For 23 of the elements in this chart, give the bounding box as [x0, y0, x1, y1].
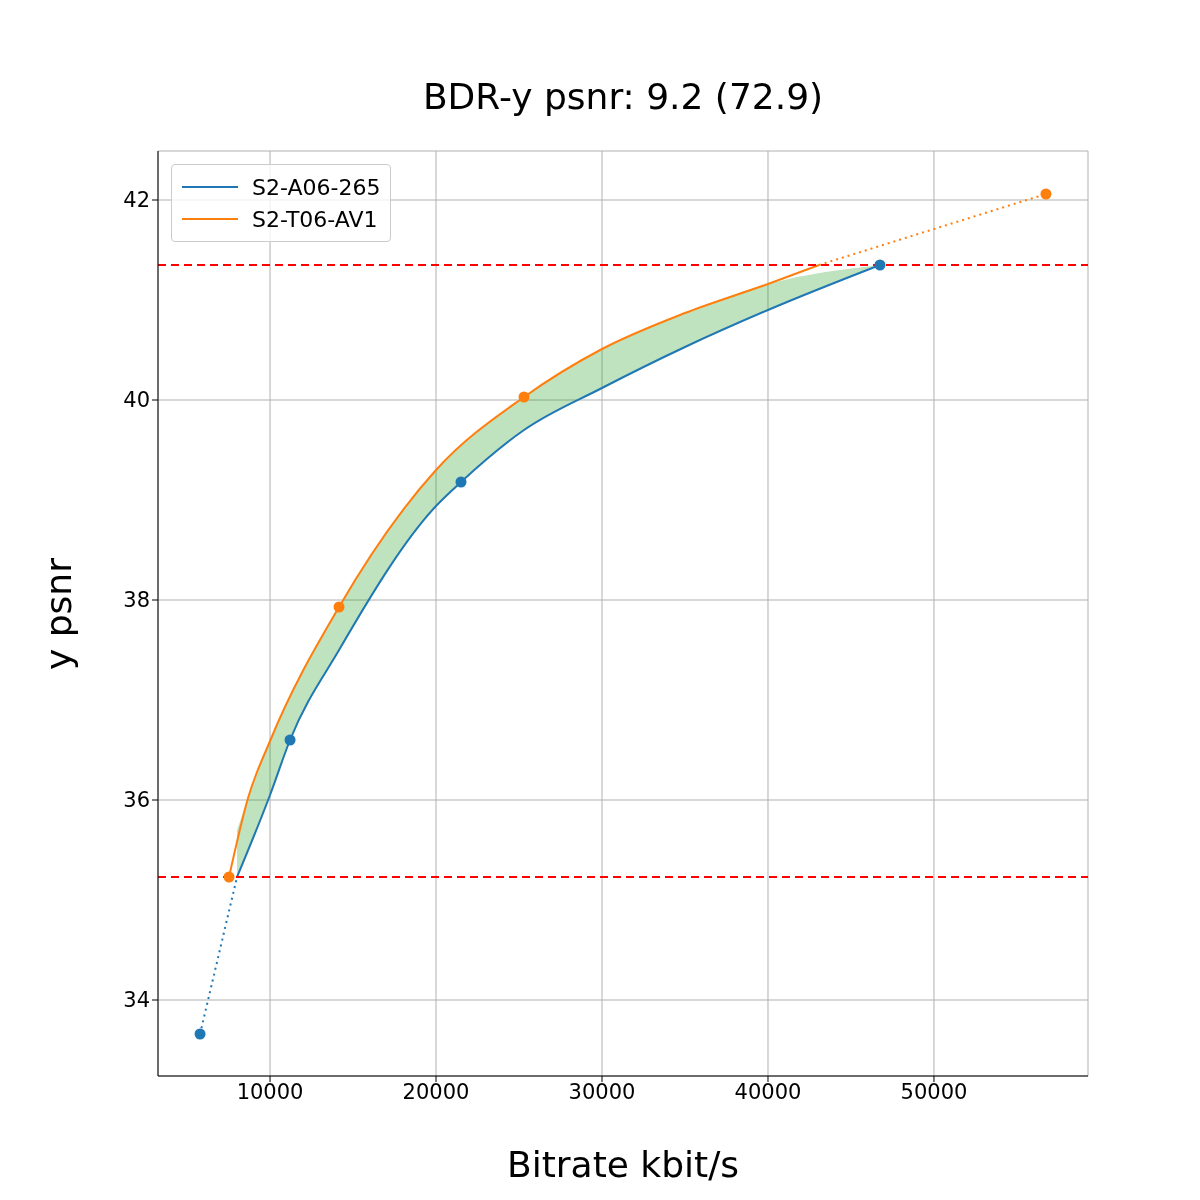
point [455, 476, 467, 488]
point [333, 601, 345, 613]
x-tick-label: 20000 [402, 1079, 470, 1104]
y-tick-label: 38 [123, 588, 150, 613]
legend-label: S2-A06-265 [252, 174, 381, 200]
point [874, 259, 886, 271]
chart-title: BDR-y psnr: 9.2 (72.9) [421, 76, 825, 117]
y-axis-title: y psnr [37, 557, 79, 670]
point [1040, 188, 1052, 200]
x-tick-label: 30000 [568, 1079, 636, 1104]
y-tick-label: 34 [123, 988, 150, 1013]
point [284, 734, 296, 746]
x-tick-label: 50000 [900, 1079, 968, 1104]
y-tick-label: 40 [123, 388, 150, 413]
point [518, 391, 530, 403]
point [223, 871, 235, 883]
y-tick-label: 36 [123, 788, 150, 813]
x-axis-title: Bitrate kbit/s [505, 1144, 741, 1185]
y-tick-label: 42 [123, 188, 150, 213]
point [194, 1028, 206, 1040]
x-tick-label: 10000 [236, 1079, 304, 1104]
x-tick-label: 40000 [734, 1079, 802, 1104]
legend-label: S2-T06-AV1 [252, 206, 378, 232]
